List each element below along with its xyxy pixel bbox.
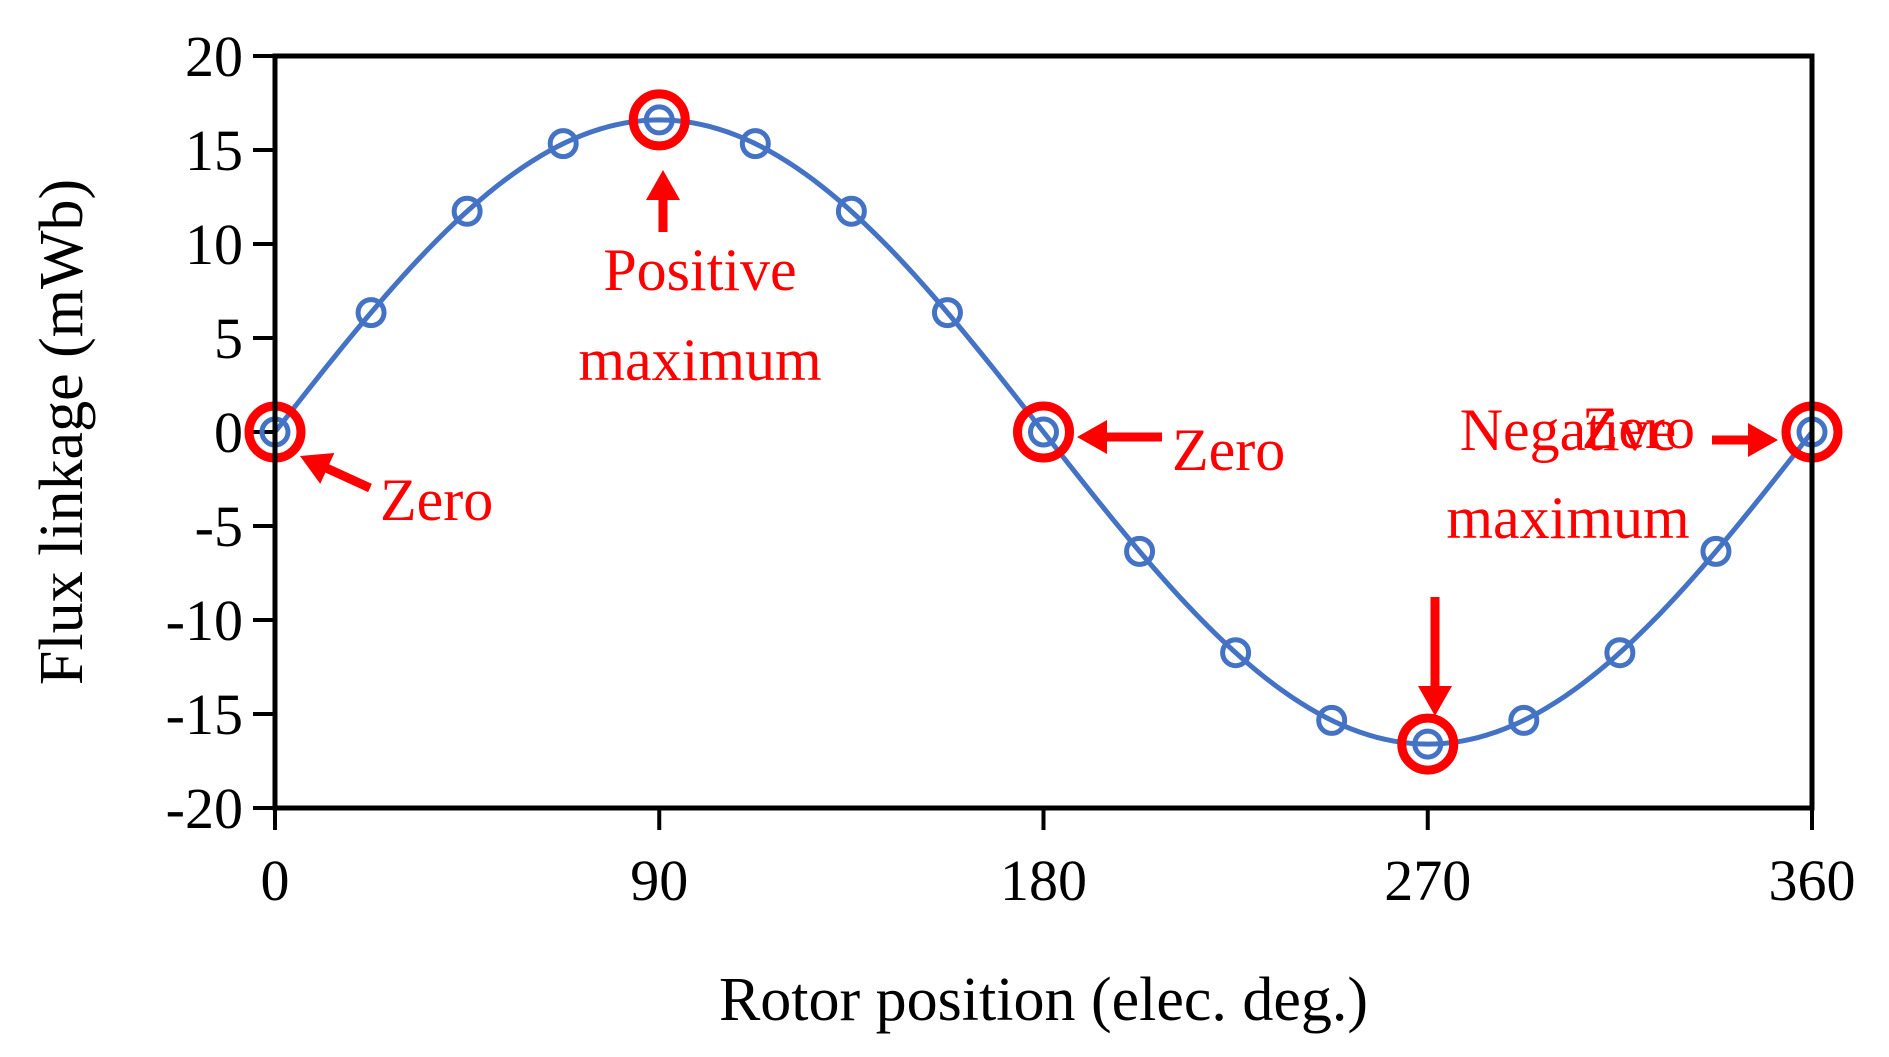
x-axis-title: Rotor position (elec. deg.) bbox=[719, 966, 1368, 1034]
y-tick-label: -15 bbox=[166, 682, 243, 747]
series-line-group bbox=[272, 117, 1815, 747]
annotation-label: maximum bbox=[1446, 485, 1689, 551]
x-tick-label: 270 bbox=[1384, 848, 1471, 913]
plot-area-frame bbox=[272, 53, 1815, 811]
annotation-label: Zero bbox=[1172, 417, 1285, 483]
annotation-label: Positive bbox=[603, 237, 796, 303]
y-tick-label: -5 bbox=[195, 494, 243, 559]
data-point bbox=[1508, 704, 1540, 736]
y-tick-label: 0 bbox=[214, 400, 243, 465]
highlight-circle bbox=[1397, 713, 1459, 775]
x-tick-label: 180 bbox=[1000, 848, 1087, 913]
data-point bbox=[931, 297, 963, 329]
x-tick-label: 360 bbox=[1769, 848, 1856, 913]
annotation-label: maximum bbox=[578, 327, 821, 393]
data-point bbox=[1316, 704, 1348, 736]
annotation-label: Zero bbox=[1582, 395, 1695, 461]
y-tick-label: 15 bbox=[185, 118, 243, 183]
highlight-circle bbox=[1013, 401, 1074, 463]
data-point bbox=[1412, 728, 1444, 760]
annotation-arrow-head bbox=[1748, 423, 1778, 457]
x-tick-labels: 0 90 180 270 360 bbox=[261, 848, 1856, 913]
y-tick-label: -20 bbox=[166, 776, 243, 841]
data-point bbox=[1604, 637, 1636, 669]
annotation-arrow bbox=[1418, 597, 1452, 716]
y-tick-label: 20 bbox=[185, 24, 243, 89]
y-tick-label: 10 bbox=[185, 212, 243, 277]
y-axis-title: Flux linkage (mWb) bbox=[28, 179, 96, 685]
data-point bbox=[835, 195, 867, 227]
tick-marks bbox=[253, 54, 1814, 830]
series-line bbox=[272, 117, 1815, 747]
x-tick-label: 0 bbox=[261, 848, 290, 913]
data-point bbox=[355, 297, 387, 329]
highlight-circle bbox=[628, 89, 690, 151]
annotation-arrow bbox=[1712, 423, 1778, 457]
y-tick-label: -10 bbox=[166, 588, 243, 653]
annotation-arrow-head bbox=[1418, 686, 1452, 716]
annotation-label: Zero bbox=[380, 467, 493, 533]
y-tick-label: 5 bbox=[214, 306, 243, 371]
y-tick-labels: 20 15 10 5 0 -5 -10 -15 -20 bbox=[166, 24, 243, 841]
annotation-label: Negative bbox=[1460, 397, 1677, 463]
data-point bbox=[1700, 535, 1732, 567]
annotation-arrow-head bbox=[300, 453, 335, 484]
data-point bbox=[1028, 416, 1059, 448]
annotation-arrow-head bbox=[1077, 420, 1107, 454]
data-point bbox=[451, 195, 483, 227]
annotation-arrow-shaft bbox=[323, 463, 372, 493]
annotation-arrow bbox=[646, 170, 680, 232]
data-point bbox=[739, 128, 771, 160]
annotation-arrow-head bbox=[646, 170, 680, 200]
annotation-arrow bbox=[1077, 420, 1162, 454]
series-markers bbox=[259, 104, 1828, 760]
data-point bbox=[1220, 637, 1252, 669]
data-point bbox=[547, 128, 579, 160]
x-tick-label: 90 bbox=[630, 848, 688, 913]
data-point bbox=[643, 104, 675, 136]
data-point bbox=[1124, 535, 1156, 567]
annotation-arrow bbox=[300, 453, 372, 493]
